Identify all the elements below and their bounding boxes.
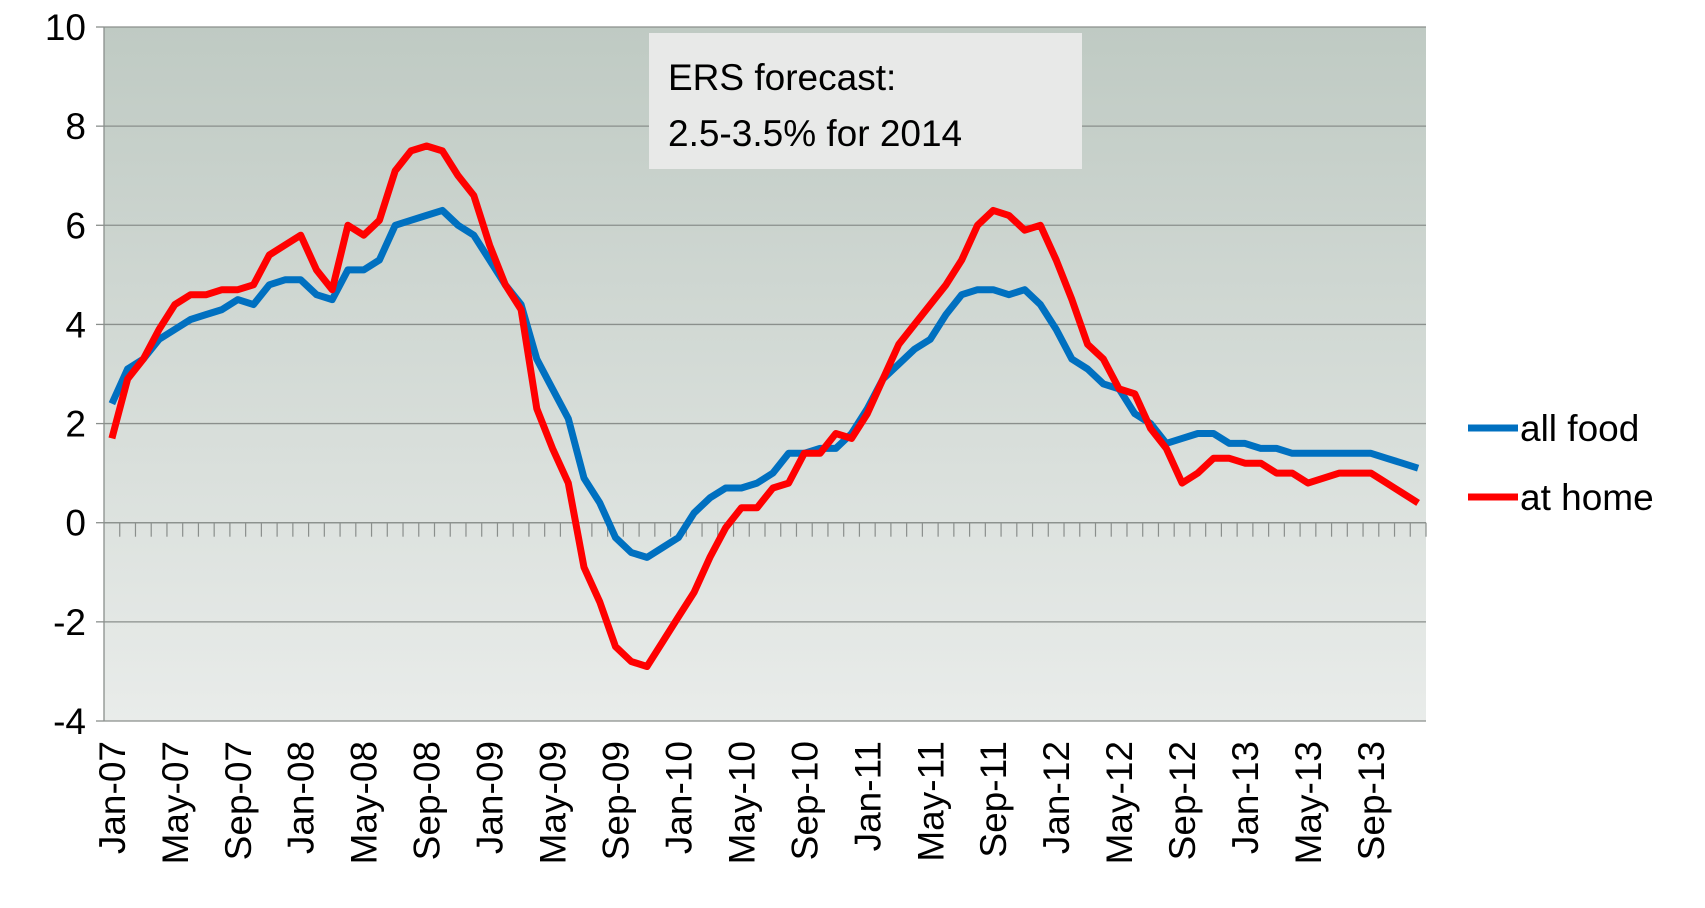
- x-tick-label: Sep-09: [595, 741, 636, 860]
- legend-label: at home: [1520, 477, 1654, 518]
- x-tick-label: Jan-08: [281, 741, 322, 854]
- x-tick-label: Jan-09: [470, 741, 511, 854]
- x-tick-label: May-10: [721, 741, 762, 864]
- annotation-text: ERS forecast:: [668, 57, 896, 98]
- x-tick-label: Sep-12: [1162, 741, 1203, 860]
- x-tick-label: Jan-07: [92, 741, 133, 854]
- x-tick-label: Sep-11: [973, 741, 1014, 858]
- x-tick-label: Sep-10: [784, 741, 825, 860]
- series-line: [108, 142, 1420, 670]
- y-tick-label: -4: [53, 701, 86, 742]
- x-tick-label: Sep-13: [1351, 741, 1392, 860]
- series-line: [108, 206, 1420, 561]
- y-tick-label: 6: [65, 205, 86, 246]
- x-tick-label: May-12: [1099, 741, 1140, 864]
- legend-label: all food: [1520, 408, 1639, 449]
- x-tick-label: May-09: [533, 741, 574, 864]
- x-tick-label: Jan-11: [847, 741, 888, 851]
- y-tick-label: -2: [53, 602, 86, 643]
- x-tick-label: Jan-10: [658, 741, 699, 854]
- x-tick-label: Sep-08: [407, 741, 448, 860]
- x-tick-label: May-07: [155, 741, 196, 864]
- annotation-text: 2.5-3.5% for 2014: [668, 113, 962, 154]
- y-tick-label: 4: [65, 304, 86, 345]
- y-tick-label: 8: [65, 106, 86, 147]
- x-tick-label: May-08: [344, 741, 385, 864]
- x-tick-label: Jan-13: [1225, 741, 1266, 854]
- x-tick-label: May-11: [910, 741, 951, 862]
- x-tick-label: Sep-07: [218, 741, 259, 860]
- x-tick-label: May-13: [1288, 741, 1329, 864]
- x-tick-label: Jan-12: [1036, 741, 1077, 854]
- annotation-box: [649, 33, 1082, 169]
- y-tick-label: 10: [45, 7, 86, 48]
- y-tick-label: 0: [65, 503, 86, 544]
- y-tick-label: 2: [65, 404, 86, 445]
